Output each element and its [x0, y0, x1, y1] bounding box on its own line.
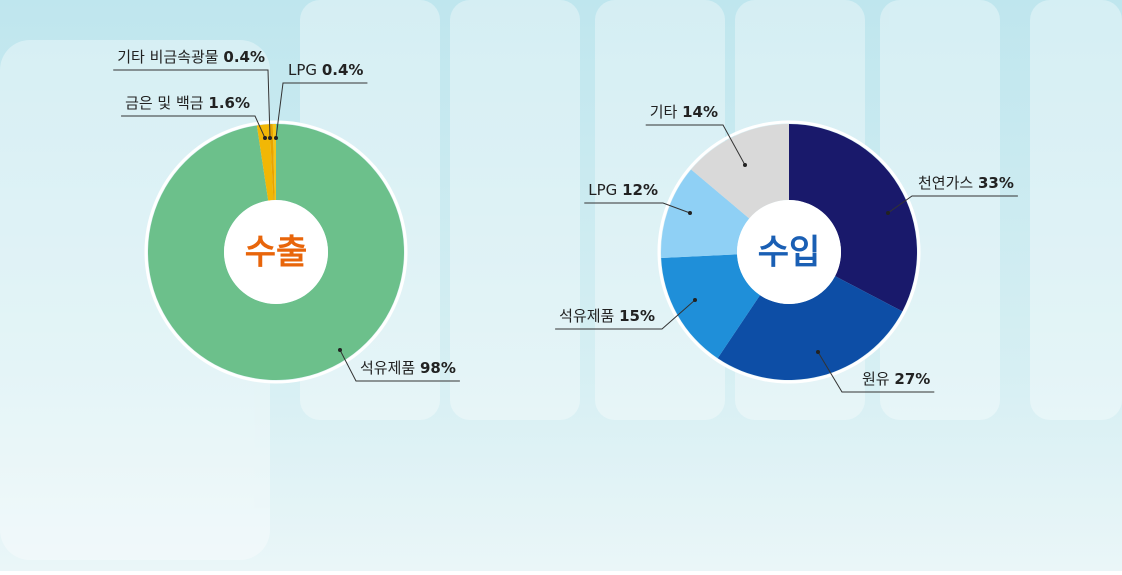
donut-slice [789, 124, 917, 312]
leader-line [275, 82, 368, 139]
leader-line [113, 69, 271, 139]
leader-line [121, 115, 266, 139]
slice-value: 0.4% [322, 61, 364, 79]
donut-slice [717, 276, 903, 380]
donut-hole [737, 200, 841, 304]
center-title: 수입 [758, 233, 821, 273]
leader-dot [338, 348, 342, 352]
donut-slice [661, 169, 750, 258]
slice-category: 석유제품 [559, 307, 614, 325]
donut-hole [224, 200, 328, 304]
leader-dot [688, 211, 692, 215]
donut-slice [148, 124, 405, 380]
donut-slice [269, 124, 275, 201]
leader-line [887, 195, 1018, 214]
leader-dot [816, 350, 820, 354]
donut-slice [256, 124, 274, 201]
leader-dot [693, 298, 697, 302]
leader-line [645, 124, 746, 166]
donut-border [144, 120, 408, 384]
slice-label: 석유제품 98% [360, 359, 456, 377]
slice-category: LPG [288, 61, 317, 79]
slice-category: 기타 비금속광물 [117, 48, 218, 66]
leader-line [584, 202, 691, 214]
slice-category: 석유제품 [360, 359, 415, 377]
leader-line [817, 351, 935, 393]
slice-label: 금은 및 백금 1.6% [125, 94, 250, 112]
slice-label: 석유제품 15% [559, 307, 655, 325]
slice-value: 0.4% [223, 48, 265, 66]
leader-line [555, 299, 696, 330]
slice-value: 27% [894, 370, 930, 388]
leader-dot [263, 136, 267, 140]
donut-chart: 수입 천연가스 33% 원유 27% 석유제품 15% LPG 12% 기타 14% [555, 103, 1018, 393]
slice-value: 14% [682, 103, 718, 121]
donut-slice [691, 124, 789, 219]
slice-category: 원유 [862, 370, 890, 388]
slice-category: 천연가스 [918, 174, 973, 192]
leader-dot [743, 163, 747, 167]
slice-category: LPG [588, 181, 617, 199]
leader-dot [886, 211, 890, 215]
slice-label: 천연가스 33% [918, 174, 1014, 192]
donut-border [657, 120, 921, 384]
donut-slice [272, 124, 276, 201]
slice-category: 기타 [650, 103, 678, 121]
slice-value: 98% [420, 359, 456, 377]
slice-label: 원유 27% [862, 370, 930, 388]
center-title: 수출 [245, 233, 308, 273]
slice-value: 1.6% [208, 94, 250, 112]
slice-label: LPG 12% [588, 181, 658, 199]
leader-line [339, 349, 460, 382]
slice-label: 기타 14% [650, 103, 718, 121]
slice-category: 금은 및 백금 [125, 94, 204, 112]
slice-value: 15% [619, 307, 655, 325]
slice-value: 12% [622, 181, 658, 199]
slice-value: 33% [978, 174, 1014, 192]
slice-label: 기타 비금속광물 0.4% [117, 48, 265, 66]
slice-label: LPG 0.4% [288, 61, 363, 79]
donut-slice [661, 254, 761, 359]
leader-dot [268, 136, 272, 140]
leader-dot [274, 136, 278, 140]
